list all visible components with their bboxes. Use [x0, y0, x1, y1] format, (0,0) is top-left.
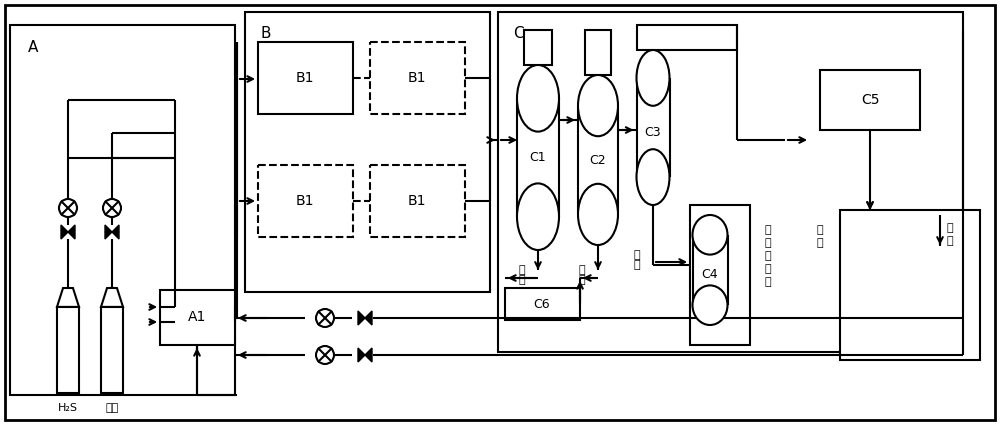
Bar: [840, 210, 980, 360]
Text: C5: C5: [861, 93, 879, 107]
Text: C2: C2: [590, 153, 606, 167]
Ellipse shape: [692, 286, 728, 325]
Bar: [498, 12, 963, 352]
Polygon shape: [68, 225, 75, 239]
Text: 硫: 硫: [579, 275, 585, 285]
Text: 液: 液: [519, 265, 525, 275]
Bar: [820, 70, 920, 130]
Bar: [585, 30, 611, 75]
Bar: [57, 307, 79, 393]
Text: 载气: 载气: [105, 403, 119, 413]
Text: 化: 化: [765, 264, 771, 274]
Text: A1: A1: [188, 310, 206, 324]
Text: 吸: 吸: [765, 238, 771, 248]
Text: C6: C6: [534, 298, 550, 311]
Text: A: A: [28, 40, 38, 55]
Text: B: B: [260, 26, 270, 41]
Text: C3: C3: [645, 126, 661, 139]
Text: B1: B1: [408, 194, 426, 208]
Polygon shape: [358, 311, 365, 325]
Text: 胺: 胺: [634, 250, 640, 260]
Bar: [245, 12, 490, 292]
Text: B1: B1: [296, 71, 314, 85]
Text: C1: C1: [530, 151, 546, 164]
Bar: [578, 105, 618, 214]
Ellipse shape: [517, 65, 559, 132]
Polygon shape: [57, 288, 79, 307]
Bar: [258, 165, 353, 237]
Text: 液: 液: [634, 260, 640, 270]
Ellipse shape: [637, 149, 670, 205]
Text: 氢: 氢: [947, 223, 953, 233]
Text: 硫: 硫: [765, 251, 771, 261]
Bar: [160, 290, 235, 345]
Bar: [690, 205, 750, 345]
Text: H₂S: H₂S: [58, 403, 78, 413]
Bar: [101, 307, 123, 393]
Bar: [517, 98, 559, 217]
Ellipse shape: [578, 184, 618, 245]
Ellipse shape: [517, 184, 559, 250]
Text: 固: 固: [579, 265, 585, 275]
Polygon shape: [61, 225, 68, 239]
Text: B1: B1: [408, 71, 426, 85]
Text: 气: 气: [947, 236, 953, 246]
Ellipse shape: [578, 75, 618, 136]
Bar: [370, 165, 465, 237]
Text: C: C: [513, 26, 524, 41]
Text: 硫: 硫: [519, 275, 525, 285]
Bar: [637, 78, 670, 177]
Text: 解: 解: [765, 225, 771, 235]
Polygon shape: [358, 348, 365, 362]
Bar: [10, 25, 235, 395]
Polygon shape: [105, 225, 112, 239]
Polygon shape: [101, 288, 123, 307]
Ellipse shape: [692, 215, 728, 255]
Bar: [692, 235, 728, 305]
Text: 氢: 氢: [765, 277, 771, 287]
Polygon shape: [112, 225, 119, 239]
Text: B1: B1: [296, 194, 314, 208]
Text: 气: 气: [817, 238, 823, 248]
Bar: [258, 42, 353, 114]
Bar: [370, 42, 465, 114]
Polygon shape: [365, 348, 372, 362]
Polygon shape: [365, 311, 372, 325]
Text: C4: C4: [702, 269, 718, 281]
Bar: [505, 288, 580, 320]
Bar: [637, 25, 737, 50]
Bar: [524, 30, 552, 65]
Ellipse shape: [637, 50, 670, 106]
Text: 载: 载: [817, 225, 823, 235]
